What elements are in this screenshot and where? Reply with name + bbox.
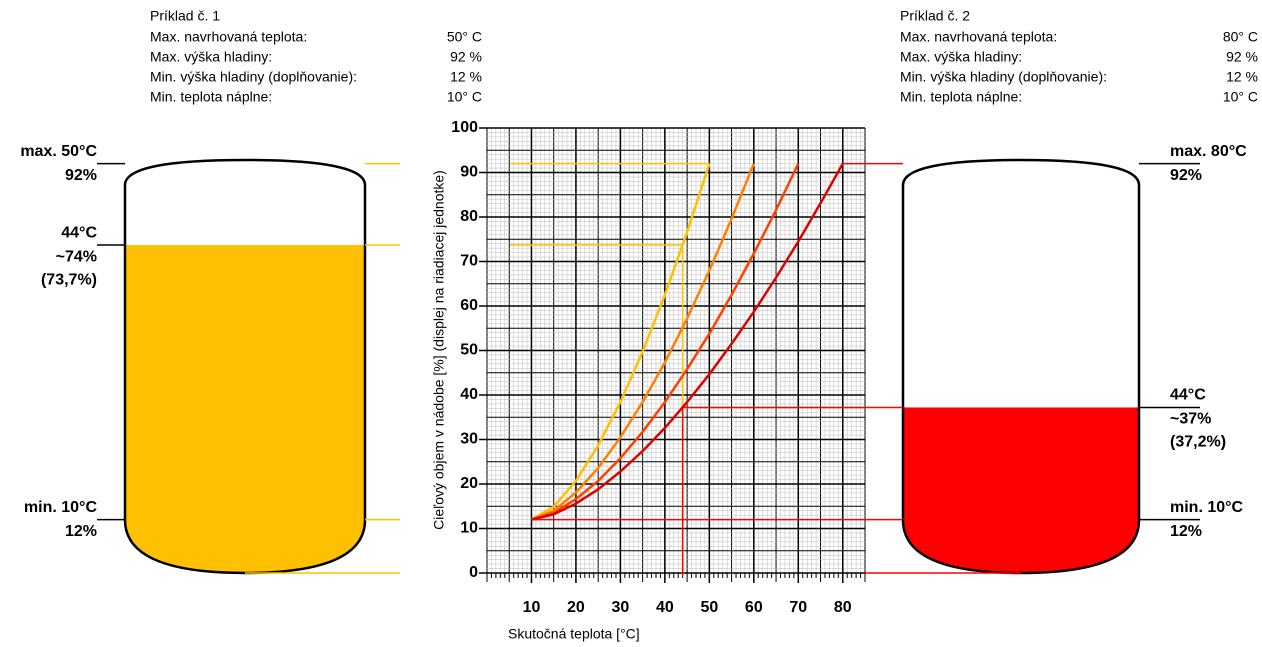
y-tick-label: 100 xyxy=(451,119,478,136)
current-level-exact: (37,2%) xyxy=(1170,434,1226,451)
x-tick-label: 10 xyxy=(523,599,541,616)
tank-fill xyxy=(903,407,1139,573)
example-key: Min. teplota náplne: xyxy=(900,89,1022,105)
current-temp-label: 44°C xyxy=(1170,387,1206,404)
current-level-label: ~74% xyxy=(56,248,97,265)
example-key: Max. výška hladiny: xyxy=(900,49,1022,65)
min-level-label: 12% xyxy=(65,523,97,540)
y-tick-label: 70 xyxy=(460,253,478,270)
max-level-label: 92% xyxy=(1170,167,1202,184)
current-temp-label: 44°C xyxy=(61,224,97,241)
min-temp-label: min. 10°C xyxy=(24,499,98,516)
example-value: 92 % xyxy=(1226,49,1258,65)
example-value: 50° C xyxy=(447,29,482,45)
x-tick-label: 70 xyxy=(789,599,807,616)
example-value: 12 % xyxy=(1226,69,1258,85)
x-tick-label: 40 xyxy=(656,599,674,616)
example-key: Min. výška hladiny (doplňovanie): xyxy=(900,69,1107,85)
example-title: Príklad č. 2 xyxy=(900,8,970,24)
max-temp-label: max. 50°C xyxy=(20,143,97,160)
current-level-exact: (73,7%) xyxy=(41,271,97,288)
x-tick-label: 20 xyxy=(567,599,585,616)
x-tick-label: 50 xyxy=(700,599,718,616)
y-tick-label: 0 xyxy=(469,564,478,581)
y-tick-label: 90 xyxy=(460,164,478,181)
min-level-label: 12% xyxy=(1170,523,1202,540)
max-temp-label: max. 80°C xyxy=(1170,143,1247,160)
example-key: Max. navrhovaná teplota: xyxy=(900,29,1057,45)
y-tick-label: 20 xyxy=(460,475,478,492)
max-level-label: 92% xyxy=(65,167,97,184)
y-tick-label: 40 xyxy=(460,386,478,403)
min-temp-label: min. 10°C xyxy=(1170,499,1244,516)
y-tick-label: 10 xyxy=(460,520,478,537)
example-key: Max. výška hladiny: xyxy=(150,49,272,65)
example-value: 12 % xyxy=(450,69,482,85)
y-axis-label: Cieľový objem v nádobe [%] (displej na r… xyxy=(431,170,447,530)
y-tick-label: 50 xyxy=(460,342,478,359)
example-value: 92 % xyxy=(450,49,482,65)
example-title: Príklad č. 1 xyxy=(150,8,220,24)
x-tick-label: 60 xyxy=(745,599,763,616)
example-value: 10° C xyxy=(1223,89,1258,105)
example-key: Max. navrhovaná teplota: xyxy=(150,29,307,45)
y-tick-label: 80 xyxy=(460,208,478,225)
tank-fill xyxy=(125,245,365,573)
y-tick-label: 30 xyxy=(460,431,478,448)
example-value: 10° C xyxy=(447,89,482,105)
current-level-label: ~37% xyxy=(1170,411,1211,428)
y-tick-label: 60 xyxy=(460,297,478,314)
x-tick-label: 30 xyxy=(612,599,630,616)
example-key: Min. výška hladiny (doplňovanie): xyxy=(150,69,357,85)
page: Skutočná teplota [°C] Cieľový objem v ná… xyxy=(0,0,1262,647)
x-axis-label: Skutočná teplota [°C] xyxy=(508,626,640,642)
example-value: 80° C xyxy=(1223,29,1258,45)
x-tick-label: 80 xyxy=(834,599,852,616)
example-key: Min. teplota náplne: xyxy=(150,89,272,105)
